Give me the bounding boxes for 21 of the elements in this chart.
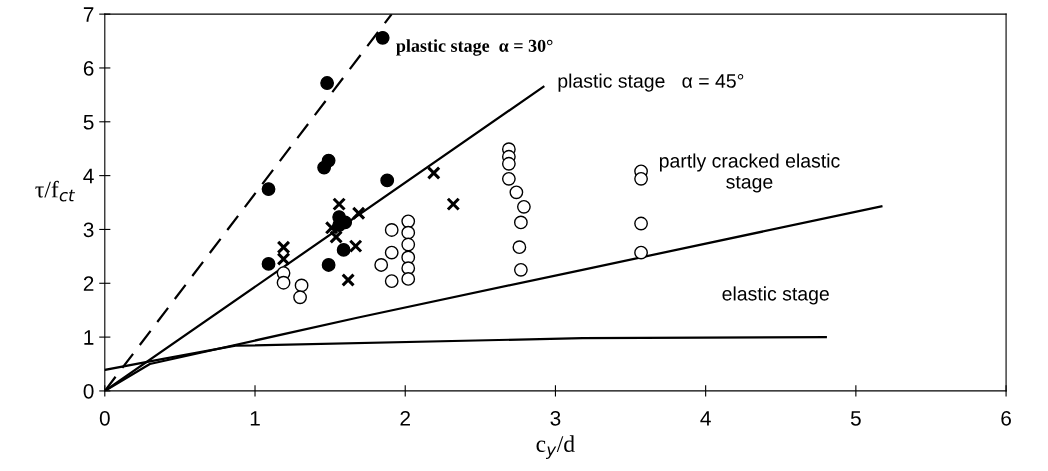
x-tick-label: 6 xyxy=(1001,410,1011,426)
y-tick-label: 7 xyxy=(83,7,94,22)
series-label: plastic stage α = 30° xyxy=(396,39,553,56)
x-tick-label: 4 xyxy=(700,411,711,426)
y-axis-title: τ/f$_{ct}$ xyxy=(35,180,76,202)
y-tick-label: 6 xyxy=(83,60,94,76)
y-tick-label: 1 xyxy=(84,330,94,345)
y-tick-label: 2 xyxy=(83,276,94,291)
series-label: plastic stage α = 45° xyxy=(558,73,744,92)
x-axis-title: c$_{y}$/d xyxy=(536,435,575,460)
series-label: partly cracked elastic stage xyxy=(659,153,840,193)
x-tick-label: 5 xyxy=(850,411,861,426)
y-tick-label: 5 xyxy=(83,115,94,130)
x-tick-label: 3 xyxy=(550,410,561,426)
y-tick-label: 3 xyxy=(83,222,94,238)
x-tick-label: 0 xyxy=(99,410,110,426)
x-tick-label: 2 xyxy=(400,410,410,426)
y-tick-label: 4 xyxy=(83,168,94,184)
y-tick-label: 0 xyxy=(83,383,94,399)
x-tick-label: 1 xyxy=(250,411,260,426)
series-label: elastic stage xyxy=(722,286,829,305)
